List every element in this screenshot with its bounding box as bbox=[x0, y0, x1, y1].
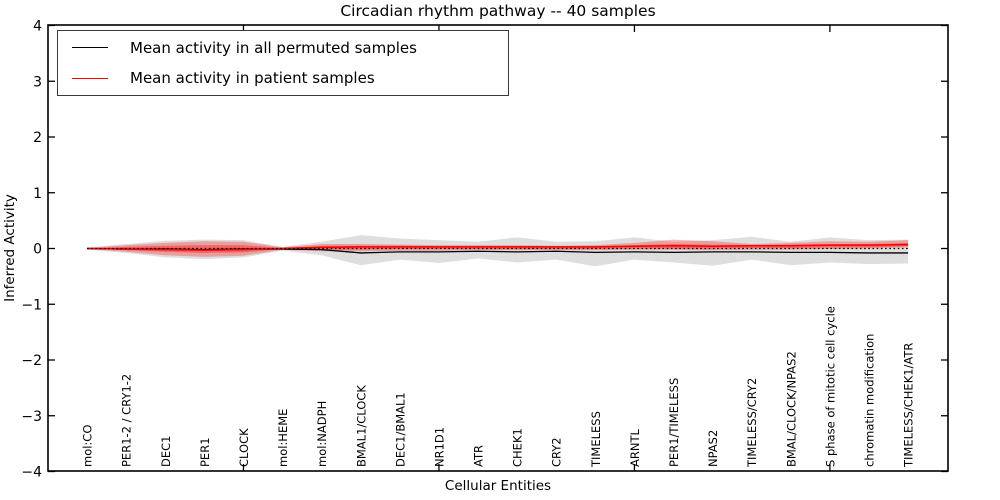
y-tick-label: −2 bbox=[21, 353, 42, 369]
mean-line-patient bbox=[87, 243, 909, 251]
category-label: ARNTL bbox=[628, 429, 642, 467]
patient-confidence-band-outer bbox=[87, 239, 909, 257]
legend-entry-patient: Mean activity in patient samples bbox=[58, 65, 508, 92]
y-tick-label: 0 bbox=[33, 242, 42, 258]
y-tick-label: 4 bbox=[33, 19, 42, 35]
y-tick-label: −4 bbox=[21, 465, 42, 481]
legend-entry-permuted: Mean activity in all permuted samples bbox=[58, 34, 508, 61]
category-label: mol:HEME bbox=[276, 409, 290, 467]
category-label: PER1-2 / CRY1-2 bbox=[120, 374, 134, 467]
y-tick-label: 2 bbox=[33, 130, 42, 146]
category-label: DEC1/BMAL1 bbox=[393, 392, 407, 467]
legend-label-permuted: Mean activity in all permuted samples bbox=[130, 38, 417, 57]
category-label: DEC1 bbox=[159, 436, 173, 467]
category-label: S phase of mitotic cell cycle bbox=[823, 306, 837, 467]
permuted-confidence-band bbox=[87, 235, 909, 267]
category-label: ATR bbox=[472, 445, 486, 467]
y-tick-label: −3 bbox=[21, 409, 42, 425]
chart-title: Circadian rhythm pathway -- 40 samples bbox=[340, 2, 656, 20]
category-label: PER1/TIMELESS bbox=[667, 378, 681, 467]
legend-box: Mean activity in all permuted samples Me… bbox=[57, 30, 509, 96]
category-label: CHEK1 bbox=[511, 428, 525, 467]
plot-frame bbox=[47, 24, 949, 472]
category-label: TIMELESS/CHEK1/ATR bbox=[902, 343, 916, 468]
category-label: CRY2 bbox=[550, 437, 564, 467]
category-label: NR1D1 bbox=[432, 427, 446, 467]
category-label: mol:NADPH bbox=[315, 401, 329, 467]
legend-line-sample-black bbox=[72, 47, 108, 49]
x-axis-label: Cellular Entities bbox=[444, 478, 552, 494]
legend-label-patient: Mean activity in patient samples bbox=[130, 69, 375, 88]
category-label: PER1 bbox=[198, 437, 212, 467]
y-axis-label: Inferred Activity bbox=[2, 194, 18, 302]
category-label: TIMELESS bbox=[589, 411, 603, 468]
category-label: CLOCK bbox=[237, 428, 251, 467]
category-label: BMAL1/CLOCK bbox=[354, 385, 368, 467]
category-label: NPAS2 bbox=[706, 430, 720, 467]
category-label: BMAL/CLOCK/NPAS2 bbox=[784, 351, 798, 467]
category-label: chromatin modification bbox=[863, 334, 877, 467]
legend-line-sample-red bbox=[72, 77, 108, 79]
y-tick-label: 3 bbox=[33, 74, 42, 90]
y-tick-label: −1 bbox=[21, 297, 42, 313]
category-label: TIMELESS/CRY2 bbox=[745, 378, 759, 468]
category-label: mol:CO bbox=[81, 425, 95, 467]
y-tick-label: 1 bbox=[33, 186, 42, 202]
